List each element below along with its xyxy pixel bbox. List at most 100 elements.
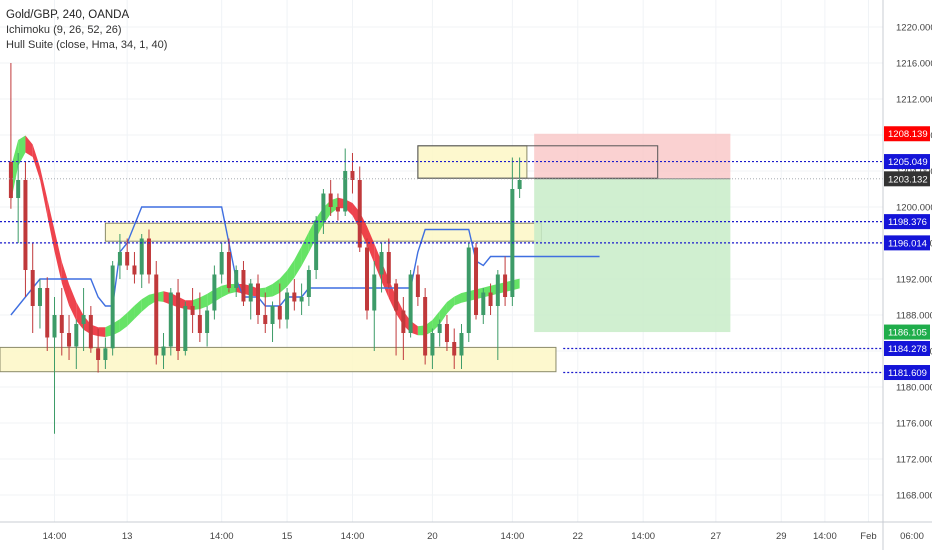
hull-suite-segment	[265, 284, 273, 298]
price-tag-label: 1186.105	[888, 328, 927, 339]
candle-body	[168, 292, 173, 347]
price-tag	[884, 365, 930, 381]
candle-body	[394, 283, 399, 311]
hull-suite-segment	[39, 167, 48, 216]
hull-suite-segment	[69, 284, 77, 321]
hull-suite-segment	[272, 278, 280, 297]
candle-body	[408, 274, 413, 333]
x-tick-label: 14:00	[813, 531, 837, 542]
price-tag	[884, 154, 930, 170]
hull-suite-segment	[301, 231, 309, 266]
candle-body	[96, 348, 101, 360]
candle-body	[8, 162, 13, 198]
hull-suite-segment	[199, 293, 208, 310]
candle-body	[328, 193, 333, 207]
candle-body	[306, 270, 311, 297]
candle-body	[423, 297, 428, 356]
price-tag	[884, 214, 930, 230]
y-tick-label: 1200.000	[896, 203, 932, 214]
hull-suite-segment	[18, 135, 26, 166]
candle-body	[335, 207, 340, 212]
position-layer	[417, 133, 731, 333]
y-tick-label: 1212.000	[896, 95, 932, 106]
hull-suite-segment	[54, 230, 62, 283]
hull-suite-segment	[279, 270, 288, 293]
price-tag-label: 1198.376	[888, 217, 927, 228]
ichimoku-line	[10, 206, 600, 316]
x-tick-label: 22	[572, 531, 583, 542]
candle-body	[23, 180, 28, 270]
candle-body	[190, 306, 195, 315]
candle-body	[372, 274, 377, 311]
hull-suite-segment	[134, 299, 142, 319]
candle-body	[263, 315, 268, 324]
hull-suite-segment	[454, 293, 462, 306]
candle-body	[437, 324, 442, 333]
candle-body	[350, 171, 355, 180]
candle-body	[132, 265, 137, 275]
candle-body	[205, 310, 210, 333]
indicator-hull-suite[interactable]: Hull Suite (close, Hma, 34, 1, 40)	[6, 39, 168, 51]
candle-body	[30, 270, 35, 306]
price-tags-layer: 1208.139 1205.049 1203.132 1198.376 1196.014…	[884, 126, 930, 381]
y-tick-label: 1188.000	[896, 311, 932, 322]
y-tick-label: 1176.000	[896, 419, 932, 430]
y-tick-label: 1168.000	[896, 491, 932, 502]
candle-body	[270, 306, 275, 324]
candle-body	[16, 180, 21, 198]
hull-suite-segment	[439, 302, 447, 325]
x-tick-label: 27	[711, 531, 722, 542]
hull-suite-segment	[141, 294, 149, 312]
x-tick-label: 14:00	[210, 531, 234, 542]
candle-body	[503, 274, 508, 297]
candle-body	[67, 333, 72, 347]
price-tag-label: 1208.139	[888, 129, 928, 140]
take-profit-zone	[534, 178, 731, 333]
y-tick-label: 1172.000	[896, 455, 932, 466]
hull-suite-segment	[61, 261, 70, 306]
candle-body	[52, 315, 57, 338]
candle-body	[197, 315, 202, 333]
price-tag-label: 1196.014	[888, 238, 927, 249]
price-tag-label: 1181.609	[888, 368, 927, 379]
price-tag	[884, 126, 930, 142]
time-axis[interactable]: 14:00 13 14:00 15 14:00 20 14:00 22 14:00 27 29 14:…	[0, 521, 932, 542]
candle-body	[430, 333, 435, 356]
candle-body	[481, 292, 486, 315]
candle-body	[176, 292, 181, 351]
candle-body	[474, 247, 479, 315]
symbol-title[interactable]: Gold/GBP, 240, OANDA	[6, 9, 130, 21]
candle-body	[110, 265, 115, 349]
x-tick-label: Feb	[860, 531, 876, 542]
indicator-ichimoku[interactable]: Ichimoku (9, 26, 52, 26)	[6, 24, 122, 36]
support-resistance-zone	[0, 346, 557, 373]
candle-body	[226, 252, 231, 288]
x-tick-label: 06:00	[900, 531, 924, 542]
candles-layer	[8, 63, 522, 434]
candle-body	[495, 274, 500, 306]
y-tick-label: 1220.000	[896, 23, 932, 34]
legend: Gold/GBP, 240, OANDA Ichimoku (9, 26, 52…	[6, 8, 167, 53]
y-tick-label: 1180.000	[896, 383, 932, 394]
candle-body	[255, 283, 260, 315]
price-tag	[884, 235, 930, 251]
hull-suite-segment	[47, 198, 55, 252]
price-tag-label: 1184.278	[888, 344, 927, 355]
candle-body	[488, 292, 493, 306]
x-tick-label: 14:00	[43, 531, 67, 542]
hull-suite-segment	[367, 226, 375, 264]
x-tick-label: 14:00	[341, 531, 365, 542]
candle-body	[45, 288, 50, 338]
levels-layer	[0, 160, 883, 374]
candle-body	[379, 252, 384, 275]
price-axis[interactable]: 1220.0001216.0001212.0001208.0001204.000…	[882, 0, 932, 550]
candle-body	[139, 238, 144, 275]
x-tick-label: 13	[122, 531, 133, 542]
candle-body	[117, 252, 122, 266]
candle-body	[59, 315, 64, 333]
candle-body	[292, 292, 297, 302]
candle-body	[212, 274, 217, 311]
candle-body	[466, 247, 471, 333]
